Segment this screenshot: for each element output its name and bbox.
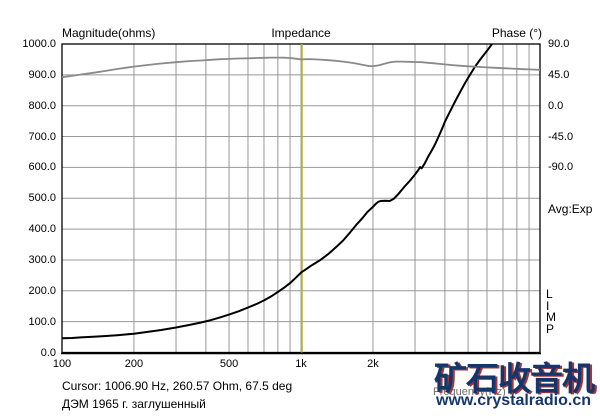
app-letter-I: I xyxy=(546,298,550,313)
phase-tick-90.0: 90.0 xyxy=(548,38,570,50)
magnitude-tick-1000.0: 1000.0 xyxy=(22,38,56,50)
watermark-site-url: www.crystalradio.cn xyxy=(436,392,592,409)
app-letter-M: M xyxy=(546,310,556,324)
magnitude-tick-900.0: 900.0 xyxy=(28,68,56,81)
magnitude-tick-300.0: 300.0 xyxy=(28,253,56,266)
freq-tick-1k: 1k xyxy=(295,358,307,370)
freq-tick-100: 100 xyxy=(52,358,72,370)
watermark-site-name: 矿石收音机 xyxy=(434,360,595,397)
frequency-axis-label: Frequency(Hz) xyxy=(433,386,506,398)
phase-tick--90.0: -90.0 xyxy=(548,161,574,174)
magnitude-tick-700.0: 700.0 xyxy=(28,130,56,143)
app-letter-L: L xyxy=(546,287,553,301)
freq-tick-2k: 2k xyxy=(367,358,379,370)
phase-tick-45.0: 45.0 xyxy=(548,68,570,81)
magnitude-axis-title: Magnitude(ohms) xyxy=(62,26,156,40)
freq-tick-200: 200 xyxy=(124,358,144,370)
impedance-magnitude-curve xyxy=(62,44,494,340)
averaging-mode-label: Avg:Exp xyxy=(548,202,593,216)
magnitude-tick-500.0: 500.0 xyxy=(28,192,56,205)
impedance-phase-curve xyxy=(62,56,540,79)
phase-tick-0.0: 0.0 xyxy=(548,99,564,112)
freq-tick-500: 500 xyxy=(219,358,239,370)
chart-title: Impedance xyxy=(271,26,331,40)
phase-tick--45.0: -45.0 xyxy=(548,130,574,143)
cursor-readout: Cursor: 1006.90 Hz, 260.57 Ohm, 67.5 deg xyxy=(62,379,293,393)
magnitude-tick-400.0: 400.0 xyxy=(28,223,56,236)
magnitude-tick-0.0: 0.0 xyxy=(40,346,56,359)
magnitude-tick-100.0: 100.0 xyxy=(28,315,56,328)
magnitude-tick-600.0: 600.0 xyxy=(28,161,56,174)
app-letter-P: P xyxy=(546,321,555,336)
magnitude-tick-200.0: 200.0 xyxy=(28,284,56,297)
magnitude-tick-800.0: 800.0 xyxy=(28,99,56,112)
measurement-note: ДЭМ 1965 г. заглушенный xyxy=(62,397,206,411)
phase-axis-title: Phase (°) xyxy=(491,26,542,40)
